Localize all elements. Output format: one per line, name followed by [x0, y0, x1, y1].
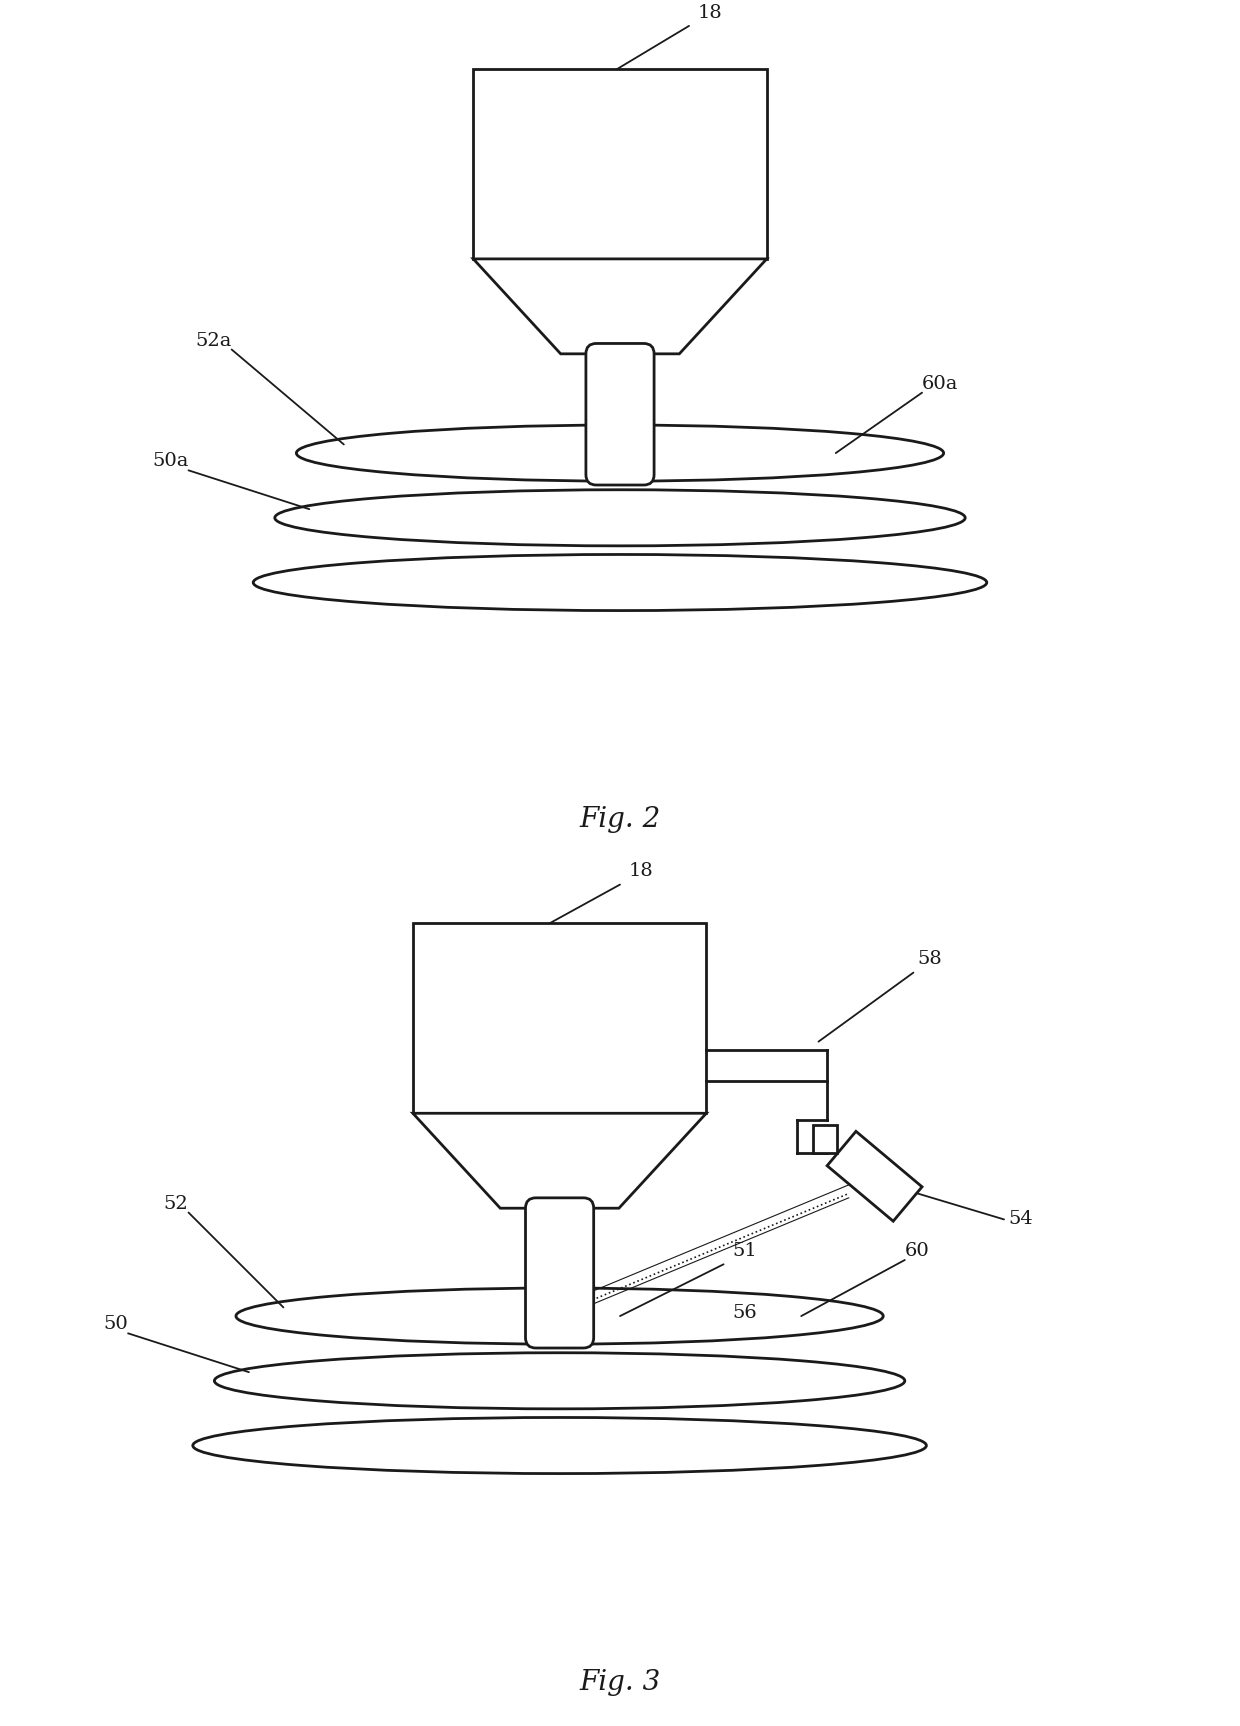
Polygon shape: [827, 1131, 923, 1222]
Bar: [813, 1125, 837, 1153]
Text: 18: 18: [629, 863, 653, 880]
Ellipse shape: [275, 490, 965, 545]
Text: 50a: 50a: [153, 452, 188, 471]
FancyBboxPatch shape: [526, 1198, 594, 1348]
Text: 54: 54: [1008, 1210, 1033, 1229]
Text: 52: 52: [164, 1194, 188, 1212]
Text: 18: 18: [698, 3, 723, 22]
Text: 58: 58: [918, 951, 942, 968]
Text: 50: 50: [103, 1315, 128, 1334]
Ellipse shape: [296, 425, 944, 482]
Bar: [474, 69, 766, 259]
FancyBboxPatch shape: [587, 343, 653, 485]
Polygon shape: [474, 259, 766, 354]
Ellipse shape: [253, 554, 987, 611]
Ellipse shape: [236, 1288, 883, 1345]
Text: Fig. 2: Fig. 2: [579, 806, 661, 834]
Text: 60: 60: [905, 1243, 930, 1260]
Ellipse shape: [215, 1353, 905, 1408]
Text: 52a: 52a: [195, 331, 232, 350]
Text: 51: 51: [732, 1243, 756, 1260]
Bar: [413, 923, 707, 1113]
Text: 60a: 60a: [923, 375, 959, 394]
Text: 56: 56: [732, 1305, 756, 1322]
Text: Fig. 3: Fig. 3: [579, 1669, 661, 1697]
Ellipse shape: [192, 1417, 926, 1474]
Polygon shape: [413, 1113, 707, 1208]
